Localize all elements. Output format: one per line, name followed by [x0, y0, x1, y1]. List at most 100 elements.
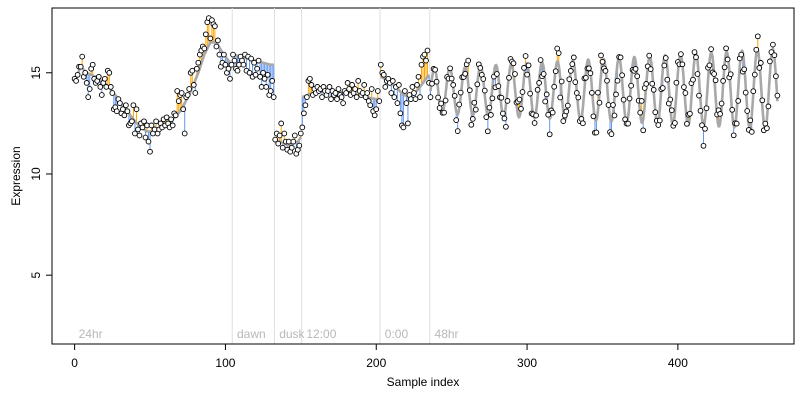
data-point-295 [516, 96, 523, 103]
data-point-175 [335, 86, 342, 92]
phase-label-1: dawn [237, 327, 266, 341]
data-point-266 [472, 106, 479, 113]
data-point-432 [723, 45, 729, 52]
data-point-68 [174, 88, 181, 94]
data-point-64 [168, 116, 174, 123]
data-point-298 [521, 65, 527, 71]
data-point-327 [564, 102, 571, 109]
data-point-239 [432, 66, 438, 73]
data-point-342 [587, 70, 594, 77]
data-point-444 [741, 66, 748, 73]
data-point-131 [269, 78, 276, 84]
data-point-369 [628, 82, 634, 89]
data-point-383 [649, 80, 656, 87]
data-point-460 [765, 103, 772, 110]
data-point-203 [377, 61, 384, 68]
data-point-236 [427, 94, 434, 100]
data-point-132 [270, 94, 277, 100]
data-point-273 [483, 114, 490, 120]
data-point-322 [557, 94, 564, 101]
data-point-274 [484, 128, 491, 135]
data-point-157 [308, 82, 315, 88]
data-point-227 [414, 82, 420, 88]
data-point-4 [77, 63, 84, 70]
data-point-253 [453, 117, 460, 123]
data-point-431 [721, 64, 728, 71]
data-point-413 [694, 71, 701, 77]
data-point-50 [147, 148, 153, 155]
fitted-segment-0 [73, 41, 233, 133]
data-point-277 [489, 95, 496, 102]
data-point-51 [148, 122, 155, 129]
data-point-33 [121, 112, 128, 119]
data-point-265 [471, 99, 478, 106]
data-point-41 [133, 106, 140, 113]
data-point-347 [595, 89, 601, 96]
data-point-269 [477, 65, 484, 71]
data-point-288 [506, 74, 512, 81]
x-axis: 0 100 200 300 400 [71, 343, 688, 370]
data-point-82 [195, 59, 202, 66]
data-point-291 [510, 60, 517, 67]
data-point-249 [447, 65, 453, 72]
data-point-205 [380, 71, 387, 78]
data-point-178 [340, 100, 346, 106]
data-point-39 [130, 102, 137, 109]
data-point-35 [124, 108, 131, 115]
data-point-425 [712, 77, 719, 84]
x-tick-label-4: 400 [668, 356, 688, 370]
data-point-122 [255, 57, 262, 64]
data-point-251 [450, 82, 457, 88]
data-point-223 [408, 96, 414, 102]
data-point-385 [652, 109, 659, 116]
data-point-156 [307, 75, 313, 82]
data-point-406 [684, 120, 690, 127]
data-point-255 [456, 101, 463, 108]
data-point-246 [442, 97, 449, 104]
data-point-429 [718, 100, 725, 107]
data-point-117 [248, 55, 254, 62]
data-point-234 [424, 47, 431, 54]
data-point-72 [180, 106, 187, 113]
data-point-233 [423, 57, 429, 64]
data-point-281 [495, 83, 502, 89]
data-point-459 [764, 125, 770, 132]
data-point-174 [334, 96, 340, 102]
data-point-254 [454, 128, 461, 134]
data-point-377 [640, 127, 647, 134]
data-point-128 [264, 71, 271, 78]
data-point-449 [748, 129, 755, 135]
data-point-300 [524, 71, 530, 78]
data-point-137 [278, 120, 285, 127]
data-point-324 [560, 118, 567, 124]
data-point-360 [614, 77, 621, 84]
data-point-262 [466, 87, 473, 94]
data-point-87 [202, 31, 209, 38]
data-point-384 [650, 86, 657, 93]
data-point-173 [332, 90, 339, 96]
data-point-267 [474, 81, 481, 88]
data-point-363 [619, 72, 625, 79]
x-tick-label-3: 300 [517, 356, 537, 370]
data-point-326 [563, 108, 570, 115]
data-point-330 [569, 61, 576, 67]
data-point-301 [525, 62, 532, 69]
data-point-323 [558, 78, 565, 85]
data-point-402 [678, 51, 684, 57]
data-point-123 [257, 73, 263, 80]
data-point-154 [304, 94, 310, 100]
phase-dividers [231, 8, 431, 344]
data-point-79 [190, 82, 197, 88]
data-point-252 [451, 92, 458, 99]
data-point-12 [89, 61, 96, 68]
data-point-451 [751, 71, 758, 78]
data-point-112 [240, 61, 247, 68]
data-point-105 [230, 51, 236, 58]
data-point-404 [681, 84, 687, 90]
data-point-90 [207, 35, 214, 42]
data-point-414 [696, 92, 702, 99]
data-point-317 [549, 109, 556, 116]
data-point-350 [599, 58, 606, 65]
data-point-433 [724, 56, 731, 63]
data-point-216 [397, 110, 404, 117]
